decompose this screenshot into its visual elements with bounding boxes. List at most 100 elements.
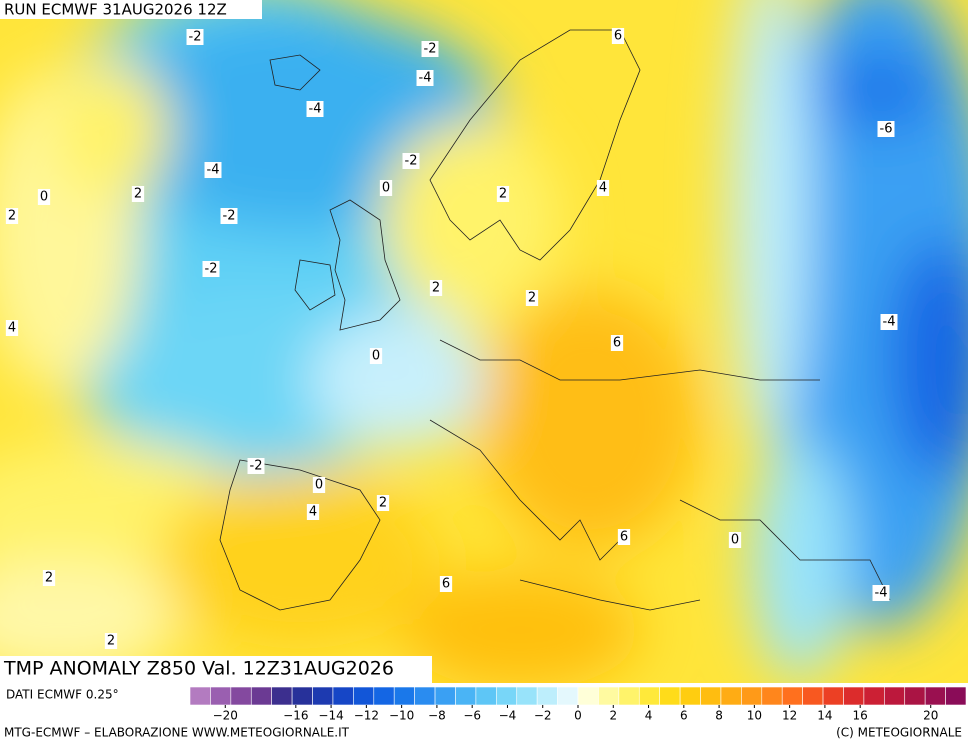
colorbar-cell: [373, 686, 395, 706]
map-title: TMP ANOMALY Z850 Val. 12Z31AUG2026: [3, 658, 394, 680]
colorbar-tick-label: 0: [574, 709, 582, 723]
contour-label: -4: [207, 163, 220, 178]
colorbar-tick-label: −4: [499, 709, 517, 723]
contour-label: 6: [614, 29, 622, 44]
colorbar-tick-label: −10: [389, 709, 414, 723]
colorbar-cell: [210, 686, 232, 706]
colorbar-cell: [598, 686, 620, 706]
contour-label: 2: [528, 291, 536, 306]
contour-label-box: [104, 633, 118, 649]
colorbar-cell: [741, 686, 763, 706]
contour-label: 2: [8, 209, 16, 224]
colorbar-tick-label: 14: [817, 709, 832, 723]
colorbar-tick-label: 20: [923, 709, 938, 723]
contour-label: 6: [442, 577, 450, 592]
colorbar-cell: [271, 686, 293, 706]
colorbar-cell: [557, 686, 579, 706]
colorbar-cell: [496, 686, 518, 706]
colorbar-tick-label: −20: [213, 709, 238, 723]
title-box: [0, 656, 432, 683]
colorbar-tick-label: −8: [428, 709, 446, 723]
colorbar-cell: [189, 686, 211, 706]
colorbar-cell: [414, 686, 436, 706]
colorbar-tick-label: −12: [354, 709, 379, 723]
footer-left: MTG-ECMWF – ELABORAZIONE WWW.METEOGIORNA…: [4, 726, 350, 740]
contour-label: 2: [45, 571, 53, 586]
contour-label-box: [877, 121, 895, 137]
colorbar-cell: [700, 686, 722, 706]
run-box: [0, 0, 262, 19]
colorbar-cell: [536, 686, 558, 706]
colorbar-cell: [577, 686, 599, 706]
contour-label: 4: [8, 321, 16, 336]
contour-label-box: [872, 585, 890, 601]
contour-label: 0: [382, 181, 390, 196]
contour-label-box: [880, 314, 898, 330]
colorbar-tick-label: 8: [715, 709, 723, 723]
map-field: -2 -2 6 -4 -4 -6 -4 -2 0 2 0 2 4 2 -2 -2 2 2 4 -4 0 6 -2 0 2 4 6 0 2…: [0, 0, 968, 683]
contour-label-box: [611, 28, 625, 44]
colorbar-cell: [720, 686, 742, 706]
colorbar-cell: [250, 686, 272, 706]
contour-label: 4: [309, 505, 317, 520]
contour-label: -4: [419, 71, 432, 86]
contour-label-box: [247, 458, 265, 474]
colorbar-cell: [291, 686, 313, 706]
colorbar-tick-label: 4: [645, 709, 653, 723]
contour-label: 4: [599, 181, 607, 196]
contour-label-box: [610, 335, 624, 351]
colorbar-cell: [332, 686, 354, 706]
colorbar-tick-label: 2: [609, 709, 617, 723]
contour-label: -2: [405, 154, 418, 169]
contour-label: -2: [250, 459, 263, 474]
contour-label-box: [439, 576, 453, 592]
colorbar-cell: [924, 686, 946, 706]
contour-label-box: [306, 504, 320, 520]
colorbar-cell: [802, 686, 824, 706]
colorbar-cell: [638, 686, 660, 706]
colorbar-tick-label: 16: [853, 709, 868, 723]
contour-labels: -2 -2 6 -4 -4 -6 -4 -2 0 2 0 2 4 2 -2 -2 2 2 4 -4 0 6 -2 0 2 4 6 0 2…: [5, 28, 898, 649]
colorbar-tick-label: 6: [680, 709, 688, 723]
colorbar-cell: [945, 686, 967, 706]
contour-label-box: [728, 532, 742, 548]
colorbar-cell: [618, 686, 640, 706]
colorbar-cell: [393, 686, 415, 706]
contour-label-box: [525, 290, 539, 306]
contour-label-box: [5, 208, 19, 224]
colorbar-cell: [230, 686, 252, 706]
colorbar-tick-label: −14: [318, 709, 343, 723]
contour-label: 2: [379, 496, 387, 511]
contour-label-box: [617, 529, 631, 545]
contour-label-box: [202, 261, 220, 277]
contour-label: -4: [875, 586, 888, 601]
colorbar-tick-label: 12: [782, 709, 797, 723]
colorbar-tick-label: 10: [747, 709, 762, 723]
data-source: DATI ECMWF 0.25°: [6, 688, 119, 702]
contour-label: 2: [432, 281, 440, 296]
colorbar-cell: [904, 686, 926, 706]
contour-label: -4: [309, 102, 322, 117]
colorbar-cell: [312, 686, 334, 706]
contour-label-box: [596, 180, 610, 196]
colorbar-cell: [434, 686, 456, 706]
colorbar-cell: [679, 686, 701, 706]
colorbar-tick-label: −2: [534, 709, 552, 723]
contour-label: 6: [620, 530, 628, 545]
contour-label: 2: [107, 634, 115, 649]
colorbar-cell: [843, 686, 865, 706]
colorbar-cell: [475, 686, 497, 706]
colorbar-tick-label: −6: [463, 709, 481, 723]
contour-label-box: [220, 208, 238, 224]
contour-label: 0: [372, 349, 380, 364]
footer-right: (C) METEOGIORNALE: [836, 726, 962, 740]
contour-label-box: [429, 280, 443, 296]
colorbar: −20 −16 −14 −12 −10 −8 −6 −4 −2 0 2 4 6 8 10 12 14 16 20: [189, 686, 967, 723]
contour-label: 6: [613, 336, 621, 351]
contour-label-box: [496, 186, 510, 202]
contour-label-box: [42, 570, 56, 586]
contour-label: -2: [189, 30, 202, 45]
contour-label: -2: [424, 42, 437, 57]
contour-label-box: [37, 189, 51, 205]
